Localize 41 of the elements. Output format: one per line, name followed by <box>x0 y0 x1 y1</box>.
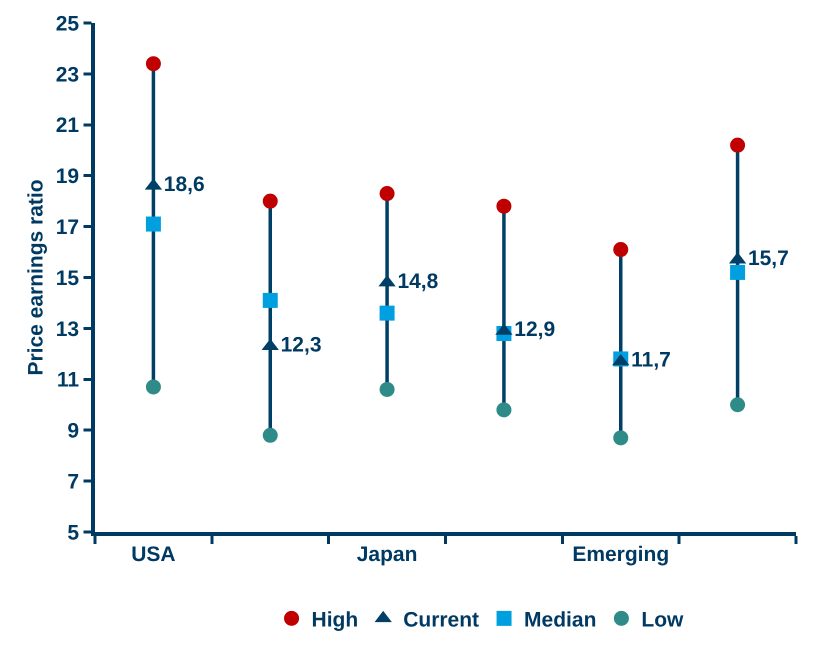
point <box>146 216 161 232</box>
point <box>380 306 395 321</box>
legend-label: Current <box>403 608 480 632</box>
point <box>730 138 746 153</box>
data-label: 14,8 <box>397 270 439 293</box>
x-tick-label: USA <box>131 542 176 566</box>
point <box>262 194 278 209</box>
point <box>613 430 628 446</box>
y-tick-label: 5 <box>67 521 80 544</box>
point <box>613 242 628 258</box>
data-label: 15,7 <box>748 246 789 270</box>
legend-label: Median <box>524 608 596 632</box>
x-tick-label: Japan <box>356 542 418 566</box>
data-label: 12,3 <box>280 333 322 356</box>
y-tick-label: 11 <box>56 368 80 392</box>
y-tick-label: 7 <box>67 470 80 494</box>
point <box>262 292 278 308</box>
point <box>380 186 395 202</box>
point <box>730 264 746 280</box>
y-tick-label: 9 <box>67 420 80 443</box>
point <box>496 198 512 214</box>
y-tick-label: 25 <box>56 12 80 36</box>
y-tick-label: 13 <box>56 318 80 341</box>
x-tick-label: Emerging <box>572 542 670 566</box>
point <box>262 428 278 443</box>
y-tick-label: 15 <box>56 266 80 290</box>
point <box>730 397 746 412</box>
data-label: 18,6 <box>164 173 205 196</box>
point <box>146 379 161 394</box>
y-tick-label: 17 <box>56 216 80 239</box>
y-tick-label: 23 <box>56 63 80 86</box>
data-label: 11,7 <box>631 348 671 372</box>
y-axis-title: Price earnings ratio <box>24 179 48 376</box>
point <box>496 402 512 418</box>
data-label: 12,9 <box>514 318 556 342</box>
point <box>146 56 161 72</box>
y-tick-label: 21 <box>56 114 80 138</box>
y-tick-label: 19 <box>56 165 80 188</box>
legend-label: High <box>312 608 358 632</box>
point <box>380 382 395 397</box>
legend-label: Low <box>641 608 684 632</box>
